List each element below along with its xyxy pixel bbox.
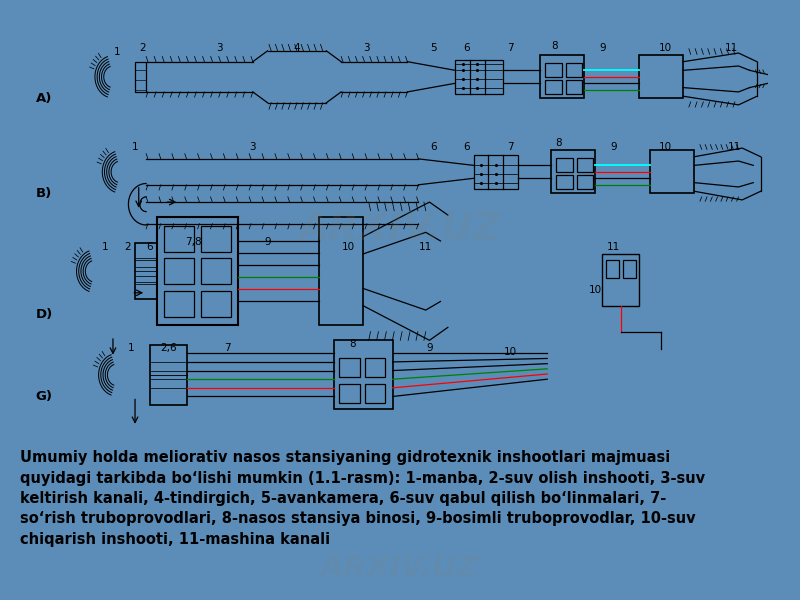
Bar [157, 217, 238, 325]
Bar [577, 175, 594, 189]
Bar [339, 358, 359, 377]
Text: 11: 11 [419, 242, 432, 251]
Text: 2,6: 2,6 [160, 343, 177, 353]
Bar [546, 63, 562, 77]
Text: 3: 3 [363, 43, 370, 53]
Text: ARXIV.UZ: ARXIV.UZ [298, 209, 502, 247]
Text: 3: 3 [250, 142, 256, 152]
Text: 4: 4 [294, 43, 300, 53]
Text: 3: 3 [216, 43, 223, 53]
Text: Umumiy holda meliorativ nasos stansiyaning gidrotexnik inshootlari majmuasi
quyi: Umumiy holda meliorativ nasos stansiyani… [20, 450, 705, 547]
Bar [165, 258, 194, 284]
Text: 6: 6 [463, 142, 470, 152]
Bar [606, 260, 619, 278]
Bar [365, 358, 386, 377]
Text: 9: 9 [610, 142, 617, 152]
Text: 1: 1 [114, 47, 120, 57]
Bar [566, 80, 582, 94]
Text: 7: 7 [507, 142, 514, 152]
Bar [551, 150, 595, 193]
Bar [339, 383, 359, 403]
Text: 7: 7 [507, 43, 514, 53]
Text: A): A) [36, 92, 52, 105]
Text: 6: 6 [463, 43, 470, 53]
Text: 2: 2 [139, 43, 146, 53]
Bar [135, 243, 157, 299]
Text: 11: 11 [607, 242, 620, 251]
Text: 11: 11 [725, 43, 738, 53]
Text: 10: 10 [504, 347, 517, 358]
Text: G): G) [36, 390, 53, 403]
Text: 1: 1 [128, 343, 134, 353]
Text: 9: 9 [264, 237, 271, 247]
Bar [557, 175, 573, 189]
Text: 8: 8 [349, 339, 355, 349]
Text: 5: 5 [430, 43, 437, 53]
Bar [202, 290, 230, 317]
Bar [577, 158, 594, 172]
Bar [202, 258, 230, 284]
Text: 8: 8 [555, 138, 562, 148]
Bar [334, 340, 393, 409]
Text: 7: 7 [224, 343, 230, 353]
Text: 11: 11 [728, 142, 742, 152]
Bar [546, 80, 562, 94]
Text: B): B) [36, 187, 52, 200]
Text: 10: 10 [658, 43, 671, 53]
Bar [202, 226, 230, 252]
Text: 7,8: 7,8 [186, 237, 202, 247]
Bar [566, 63, 582, 77]
Text: 10: 10 [342, 242, 355, 251]
Text: 6: 6 [146, 242, 153, 251]
Text: 10: 10 [589, 285, 602, 295]
Text: 6: 6 [430, 142, 437, 152]
Bar [150, 344, 186, 405]
Text: 1: 1 [102, 242, 109, 251]
Bar [165, 290, 194, 317]
Text: D): D) [36, 308, 53, 321]
Bar [165, 226, 194, 252]
Text: 9: 9 [426, 343, 433, 353]
Text: ARXIV.UZ: ARXIV.UZ [320, 554, 480, 583]
Text: 1: 1 [132, 142, 138, 152]
Bar [135, 62, 146, 92]
Bar [622, 260, 635, 278]
Bar [639, 55, 683, 98]
Text: 8: 8 [551, 41, 558, 51]
Bar [319, 217, 363, 325]
Bar [365, 383, 386, 403]
Bar [474, 155, 518, 189]
Bar [602, 254, 639, 306]
Text: 10: 10 [658, 142, 671, 152]
Bar [557, 158, 573, 172]
Text: 2: 2 [124, 242, 131, 251]
Bar [455, 59, 503, 94]
Bar [540, 55, 584, 98]
Text: 9: 9 [599, 43, 606, 53]
Bar [650, 150, 694, 193]
